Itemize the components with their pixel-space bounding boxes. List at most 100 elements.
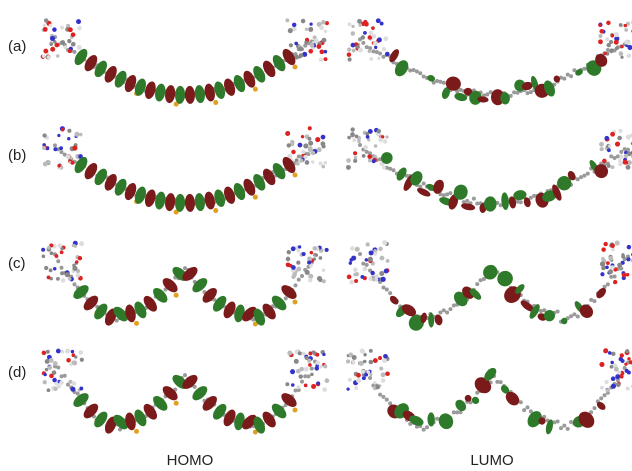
atom — [80, 358, 84, 362]
atom — [380, 22, 384, 26]
atom — [47, 246, 51, 250]
atom — [298, 46, 303, 51]
atom — [315, 254, 318, 257]
atom — [610, 361, 613, 364]
atom — [360, 275, 364, 279]
atom — [60, 26, 64, 30]
atom — [377, 57, 380, 60]
atom — [362, 376, 366, 380]
atom — [616, 383, 621, 388]
atom — [442, 81, 446, 85]
atom — [60, 350, 64, 354]
atom — [68, 380, 72, 384]
atom — [319, 365, 323, 369]
atom — [566, 427, 570, 431]
atom — [606, 43, 611, 48]
atom — [347, 275, 352, 280]
atom — [485, 92, 489, 96]
atom — [358, 252, 362, 256]
atom — [604, 136, 609, 141]
atom — [626, 54, 631, 59]
atom — [369, 31, 373, 35]
atom — [74, 355, 77, 358]
atom — [610, 132, 615, 137]
atom — [369, 360, 374, 365]
atom — [355, 247, 360, 252]
atom — [556, 419, 560, 423]
atom — [298, 55, 301, 58]
atom — [299, 374, 303, 378]
figure: (a) (b) (c) (d) HOMO LUMO — [0, 0, 632, 471]
atom — [599, 29, 604, 34]
atom — [63, 374, 67, 378]
atom — [379, 271, 384, 276]
atom — [373, 358, 378, 363]
atom — [376, 385, 380, 389]
atom — [448, 191, 452, 195]
atom — [601, 247, 605, 251]
orbital-lobe — [203, 83, 216, 103]
atom — [297, 249, 300, 252]
atom — [382, 240, 387, 245]
atom — [321, 135, 326, 140]
atom — [322, 38, 327, 43]
atom — [627, 370, 631, 374]
atom — [57, 134, 60, 137]
atom — [54, 382, 58, 386]
atom — [41, 248, 45, 252]
atom — [311, 384, 316, 389]
orbital-lobe — [194, 193, 206, 212]
atom — [44, 18, 48, 22]
atom — [617, 371, 621, 375]
atom — [611, 352, 615, 356]
atom — [308, 363, 312, 367]
atom — [43, 27, 48, 32]
atom — [605, 265, 609, 269]
atom — [621, 359, 625, 363]
row-label: (d) — [8, 364, 26, 381]
atom — [376, 18, 381, 23]
atom — [618, 162, 623, 167]
atom — [73, 50, 77, 54]
orbital-lobe — [436, 411, 455, 431]
atom — [368, 158, 372, 162]
atom — [351, 134, 355, 138]
atom — [350, 246, 355, 251]
molecule — [347, 18, 632, 105]
atom — [44, 373, 47, 376]
atom — [47, 365, 52, 370]
atom — [358, 23, 362, 27]
atom — [324, 29, 328, 33]
atom — [435, 79, 439, 83]
atom — [615, 46, 619, 50]
atom — [316, 44, 321, 49]
atom — [623, 147, 627, 151]
atom — [369, 349, 373, 353]
atom — [49, 43, 53, 47]
atom — [300, 274, 304, 278]
atom — [287, 250, 291, 254]
atom — [308, 49, 313, 54]
atom — [617, 136, 622, 141]
atom — [599, 396, 603, 400]
atom — [348, 57, 352, 61]
atom — [60, 150, 64, 154]
atom — [366, 135, 370, 139]
atom — [624, 24, 627, 27]
atom — [322, 353, 325, 356]
atom — [367, 154, 372, 159]
atom — [611, 384, 616, 389]
atom — [604, 242, 608, 246]
atom — [363, 145, 367, 149]
orbital-lobe — [470, 395, 480, 405]
column-label: LUMO — [470, 452, 513, 469]
atom — [381, 372, 386, 377]
atom — [582, 67, 586, 71]
atom — [349, 261, 352, 264]
atom — [351, 43, 356, 48]
orbital-lobe — [185, 86, 196, 104]
atom — [213, 100, 218, 105]
atom — [621, 253, 624, 256]
atom — [606, 282, 610, 286]
atom — [47, 388, 51, 392]
